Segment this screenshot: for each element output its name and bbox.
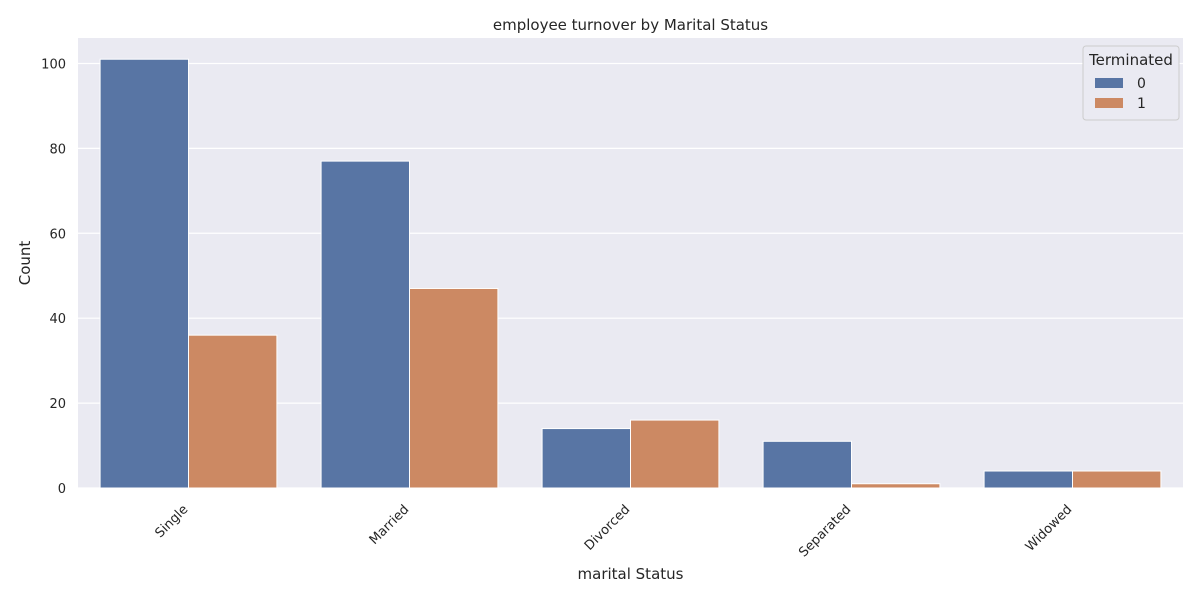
bar-separated-1 (851, 483, 941, 489)
x-tick-label: Married (367, 502, 413, 548)
bars (99, 58, 1162, 489)
bar-single-0 (99, 58, 189, 489)
x-axis-ticks: Single Married Divorced Separated Widowed (152, 502, 1075, 560)
bar-separated-0 (762, 440, 852, 489)
bar-divorced-0 (541, 428, 631, 489)
legend-label: 1 (1137, 96, 1146, 112)
bar-widowed-0 (983, 470, 1073, 489)
legend-label: 0 (1137, 76, 1146, 92)
y-tick-label: 0 (58, 482, 66, 497)
legend: Terminated 01 (1082, 45, 1180, 121)
y-axis-label: Count (16, 241, 34, 286)
legend-items: 01 (1095, 76, 1146, 112)
legend-swatch (1095, 98, 1123, 108)
bar-single-1 (188, 334, 278, 489)
y-tick-label: 60 (49, 227, 66, 242)
x-tick-label: Single (152, 502, 191, 541)
bar-widowed-1 (1072, 470, 1162, 489)
y-tick-label: 80 (49, 142, 66, 157)
bar-divorced-1 (630, 419, 720, 489)
x-axis-label: marital Status (578, 565, 684, 583)
bar-married-1 (409, 287, 499, 489)
x-tick-label: Divorced (582, 502, 633, 553)
y-tick-label: 100 (41, 57, 66, 72)
y-tick-label: 20 (49, 397, 66, 412)
legend-title: Terminated (1088, 51, 1173, 69)
x-tick-label: Separated (796, 502, 854, 560)
bar-married-0 (320, 160, 411, 489)
x-tick-label: Widowed (1023, 502, 1076, 555)
legend-swatch (1095, 78, 1123, 88)
chart-title: employee turnover by Marital Status (493, 16, 768, 34)
y-tick-label: 40 (49, 312, 66, 327)
y-axis-ticks: 0 20 40 60 80 100 (41, 57, 66, 497)
